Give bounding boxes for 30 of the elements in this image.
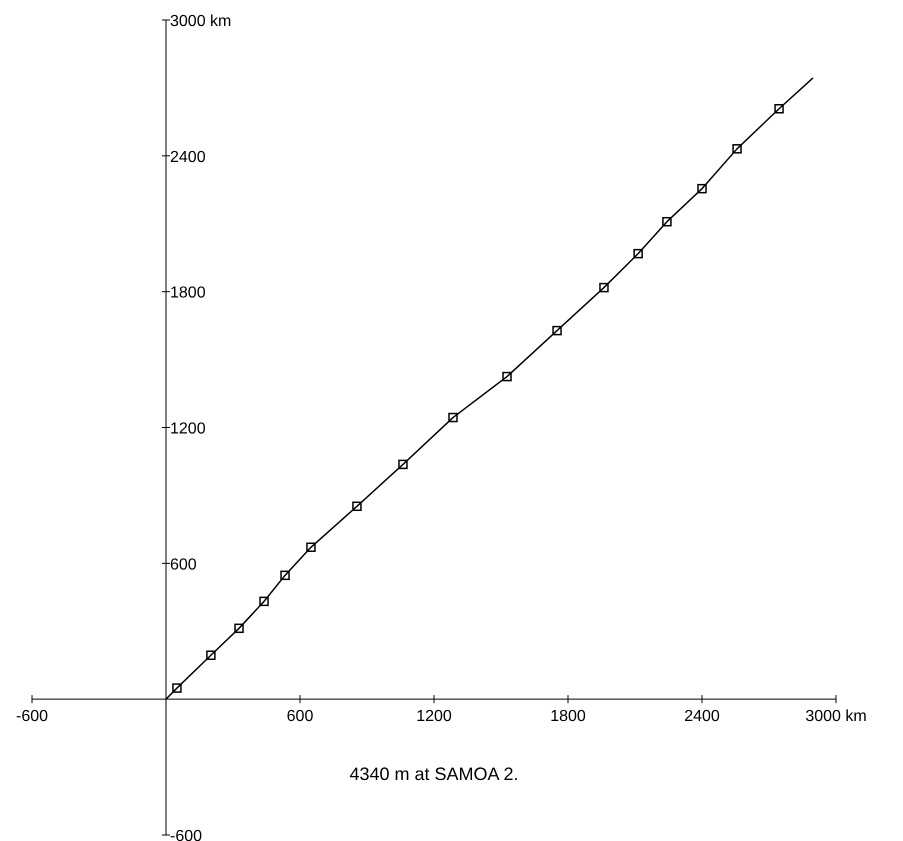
x-tick-label: 600 xyxy=(286,708,314,726)
point xyxy=(732,144,742,154)
point xyxy=(398,460,408,470)
point xyxy=(448,412,458,422)
point xyxy=(352,502,362,512)
point xyxy=(662,216,672,226)
y-tick-label: 1200 xyxy=(170,420,206,438)
point xyxy=(259,596,269,606)
point xyxy=(306,542,316,552)
point xyxy=(172,683,182,693)
x-tick-label: 1200 xyxy=(416,708,452,726)
point xyxy=(774,104,784,114)
point xyxy=(633,248,643,258)
point xyxy=(552,326,562,336)
y-tick-label: 3000 km xyxy=(170,13,232,30)
y-tick-label: 2400 xyxy=(170,148,206,166)
point xyxy=(697,184,707,194)
x-tick-label: 3000 km xyxy=(805,708,867,726)
point xyxy=(234,624,244,634)
point xyxy=(502,372,512,382)
x-tick-label: 1800 xyxy=(550,708,586,726)
y-tick-label: 600 xyxy=(170,556,197,574)
point xyxy=(599,282,609,292)
y-tick-label: -600 xyxy=(170,828,202,841)
point xyxy=(206,650,216,660)
x-tick-label: 2400 xyxy=(684,708,720,726)
x-tick-label: -600 xyxy=(16,708,48,726)
annotation: 4340 m at SAMOA 2. xyxy=(349,764,519,784)
point xyxy=(280,570,290,580)
y-tick-label: 1800 xyxy=(170,284,206,302)
